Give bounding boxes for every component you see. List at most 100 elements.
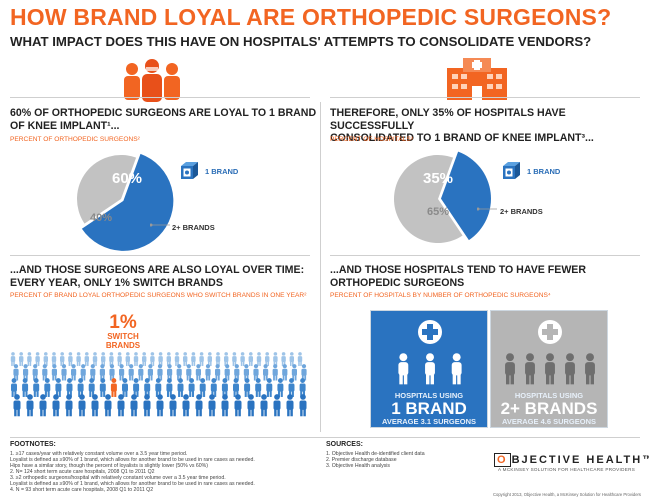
source-line: 3. Objective Health analysis	[326, 463, 391, 469]
panel2-pie-label-one-brand: 35%	[423, 170, 453, 187]
panel2-heading-line1: THEREFORE, ONLY 35% OF HOSPITALS HAVE SU…	[330, 107, 566, 132]
footnote-line: 4. N = 93 short term acute care hospital…	[10, 487, 154, 493]
card-two-brands-line3: AVERAGE 4.6 SURGEONS	[501, 417, 597, 426]
person-icon	[156, 394, 164, 417]
person-icon	[147, 364, 153, 381]
medical-cross-icon	[538, 320, 562, 344]
panel2-leader-line	[477, 207, 497, 211]
person-icon	[210, 378, 217, 397]
footnote-line: Loyalist is defined as ≥90% of 1 brand, …	[10, 481, 255, 487]
person-icon	[297, 352, 303, 367]
panel2-heading-line2: CONSOLIDATED TO 1 BRAND OF KNEE IMPLANT³…	[330, 132, 594, 144]
switch-percent: 1%	[109, 312, 137, 333]
objective-health-logo: O BJECTIVE HEALTH™	[494, 453, 649, 467]
person-icon	[68, 352, 73, 367]
card-one-brand-line2: 1 BRAND	[391, 399, 467, 418]
person-icon	[255, 378, 262, 397]
panel3-subheading: PERCENT OF BRAND LOYAL ORTHOPEDIC SURGEO…	[10, 292, 307, 299]
person-icon	[195, 364, 201, 381]
person-icon	[18, 352, 24, 367]
logo-tagline: A MCKINSEY SOLUTION FOR HEALTHCARE PROVI…	[498, 467, 636, 472]
person-icon	[166, 352, 172, 367]
sources-heading: SOURCES:	[326, 441, 363, 448]
person-icon	[119, 364, 125, 381]
person-icon	[43, 352, 49, 367]
footnotes-heading: FOOTNOTES:	[10, 441, 56, 448]
panel1-legend-two-brands: 2+ BRANDS	[172, 223, 215, 232]
person-icon	[174, 352, 180, 367]
person-icon	[65, 394, 73, 417]
switching-surgeon-person-icon	[110, 378, 117, 397]
panel1-heading-line1: 60% OF ORTHOPEDIC SURGEONS ARE LOYAL TO …	[10, 107, 317, 119]
panel1-pie-label-two-plus-brands: 40%	[90, 212, 112, 224]
logo-letter: O	[494, 453, 511, 467]
panel1-legend-one-brand: 1 BRAND	[205, 167, 239, 176]
medical-cross-icon	[418, 320, 442, 344]
switch-label: SWITCH BRANDS	[100, 332, 146, 350]
person-icon	[77, 378, 84, 397]
person-icon	[130, 394, 138, 417]
person-icon	[205, 364, 211, 381]
panel1-heading: 60% OF ORTHOPEDIC SURGEONS ARE LOYAL TO …	[10, 107, 316, 132]
person-icon	[22, 378, 29, 397]
person-icon	[91, 394, 99, 417]
panel1-heading-line2: OF KNEE IMPLANT¹...	[10, 119, 120, 132]
person-icon	[585, 353, 595, 385]
person-icon	[32, 364, 38, 381]
person-icon	[117, 394, 125, 417]
person-icon	[199, 378, 206, 397]
copyright-text: Copyright 2013, Objective Health, a McKi…	[493, 492, 642, 497]
panel1-pie-slice-two-plus-brands	[77, 155, 137, 224]
person-icon	[398, 353, 409, 385]
panel2-pie-label-two-plus-brands: 65%	[427, 206, 449, 218]
person-icon	[253, 364, 259, 381]
surgeon-group-icon	[124, 59, 180, 102]
person-icon	[13, 364, 19, 381]
person-icon	[247, 394, 255, 417]
person-icon	[133, 352, 139, 367]
card-two-brands-line2: 2+ BRANDS	[500, 399, 598, 418]
person-icon	[223, 352, 229, 367]
panel2-heading: THEREFORE, ONLY 35% OF HOSPITALS HAVE SU…	[330, 107, 649, 145]
person-icon	[176, 364, 182, 381]
person-icon	[33, 378, 40, 397]
surgeon-crowd-illustration	[10, 352, 307, 417]
person-icon	[61, 364, 67, 381]
person-icon	[10, 352, 16, 367]
person-icon	[26, 394, 34, 417]
panel3-heading-line2: EVERY YEAR, ONLY 1% SWITCH BRANDS	[10, 276, 223, 289]
footnote-line: 2. N= 124 short term acute care hospital…	[10, 469, 155, 475]
panel4-subheading: PERCENT OF HOSPITALS BY NUMBER OF ORTHOP…	[330, 292, 551, 299]
divider-vertical	[320, 102, 321, 432]
person-icon	[207, 352, 213, 367]
source-line: 2. Premier discharge database	[326, 457, 397, 463]
person-icon	[525, 353, 535, 385]
person-icon	[167, 364, 173, 381]
person-icon	[144, 378, 151, 397]
person-icon	[80, 364, 86, 381]
panel2-pie-slice-two-plus-brands	[394, 155, 463, 243]
card-one-brand: HOSPITALS USING 1 BRAND AVERAGE 3.1 SURG…	[370, 310, 488, 428]
person-icon	[100, 352, 106, 367]
person-icon	[451, 353, 462, 385]
person-icon	[42, 364, 48, 381]
panel4-heading: ...AND THOSE HOSPITALS TEND TO HAVE FEWE…	[330, 264, 586, 289]
person-icon	[138, 364, 144, 381]
person-icon	[260, 394, 268, 417]
page-subtitle: WHAT IMPACT DOES THIS HAVE ON HOSPITALS'…	[10, 34, 592, 49]
person-icon	[289, 352, 295, 367]
person-icon	[109, 352, 114, 367]
divider-horizontal-footer	[10, 437, 640, 438]
person-icon	[125, 352, 131, 367]
card-two-brands: HOSPITALS USING 2+ BRANDS AVERAGE 4.6 SU…	[490, 310, 608, 428]
person-icon	[243, 364, 249, 381]
switch-label-line1: SWITCH	[107, 332, 139, 341]
person-icon	[301, 364, 307, 381]
person-icon	[128, 364, 134, 381]
panel2-pie-chart: 35% 65%	[394, 151, 491, 243]
person-icon	[104, 394, 112, 417]
logo-name: BJECTIVE HEALTH™	[511, 454, 649, 466]
person-icon	[199, 352, 204, 367]
person-icon	[299, 394, 307, 417]
person-icon	[177, 378, 184, 397]
